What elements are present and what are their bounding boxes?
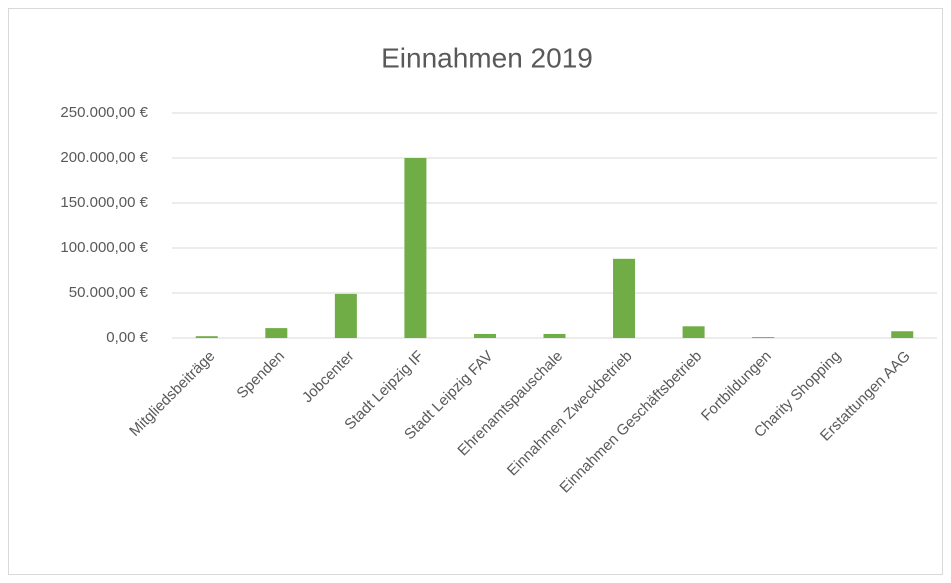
y-tick-label: 0,00 € bbox=[106, 329, 148, 346]
bar bbox=[404, 158, 427, 338]
bar bbox=[682, 326, 705, 338]
bar bbox=[752, 337, 775, 338]
chart-title: Einnahmen 2019 bbox=[381, 42, 593, 73]
bar bbox=[543, 333, 566, 338]
chart-frame bbox=[8, 8, 943, 575]
bar bbox=[334, 293, 357, 338]
y-tick-label: 200.000,00 € bbox=[60, 149, 148, 166]
y-tick-label: 250.000,00 € bbox=[60, 104, 148, 121]
bar bbox=[473, 333, 496, 338]
y-tick-label: 50.000,00 € bbox=[69, 284, 149, 301]
bar bbox=[195, 336, 218, 338]
bar bbox=[265, 328, 288, 338]
bar bbox=[613, 258, 636, 338]
y-tick-label: 100.000,00 € bbox=[60, 239, 148, 256]
bar bbox=[891, 331, 914, 338]
y-tick-label: 150.000,00 € bbox=[60, 194, 148, 211]
